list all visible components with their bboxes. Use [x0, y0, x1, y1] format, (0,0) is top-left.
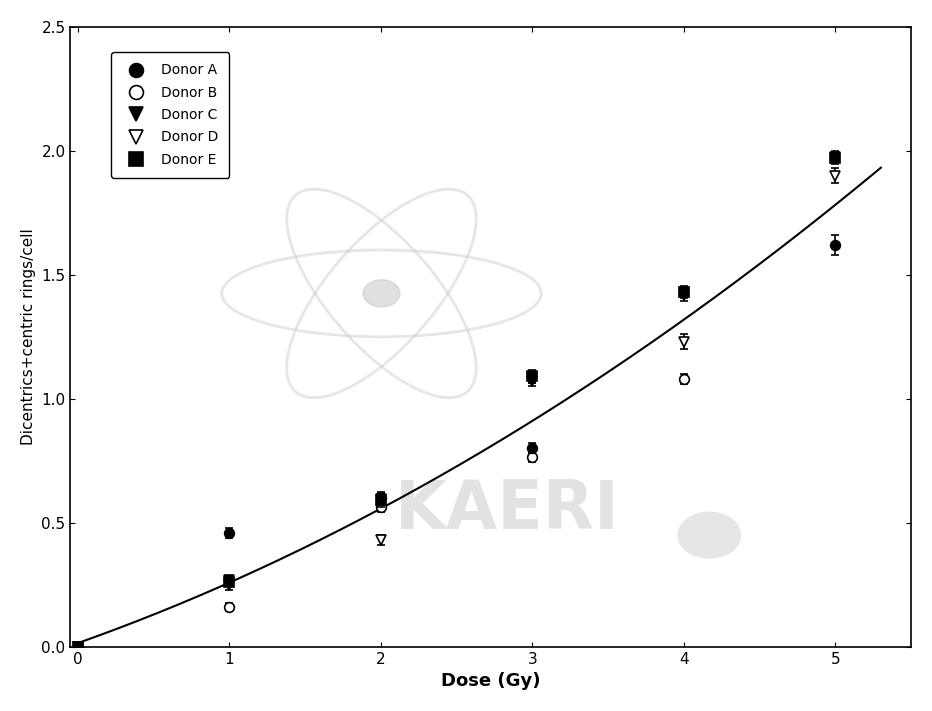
Circle shape	[363, 279, 400, 307]
X-axis label: Dose (Gy): Dose (Gy)	[441, 672, 541, 690]
Text: KAERI: KAERI	[395, 477, 620, 543]
Circle shape	[678, 512, 741, 559]
Y-axis label: Dicentrics+centric rings/cell: Dicentrics+centric rings/cell	[21, 228, 35, 445]
Legend: Donor A, Donor B, Donor C, Donor D, Donor E: Donor A, Donor B, Donor C, Donor D, Dono…	[111, 53, 229, 178]
